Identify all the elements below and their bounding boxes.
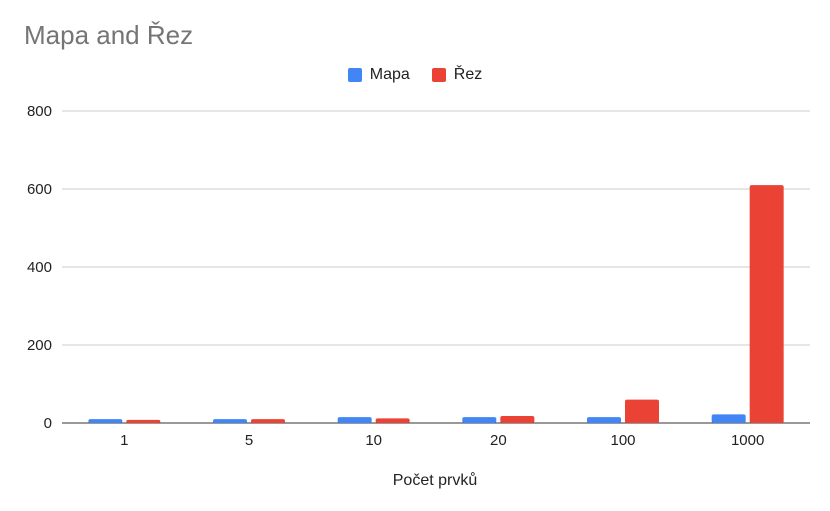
y-tick-label: 600: [27, 181, 52, 198]
legend-label-rez: Řez: [453, 66, 483, 83]
y-tick-label: 400: [27, 259, 52, 276]
legend-item-mapa[interactable]: Mapa: [347, 66, 410, 84]
x-tick-label: 100: [610, 432, 635, 449]
bar-rez-100: [625, 399, 659, 423]
bar-rez-1: [126, 419, 161, 423]
bar-rez-10: [375, 418, 410, 423]
bar-mapa-1: [88, 419, 123, 423]
legend-label-mapa: Mapa: [369, 66, 410, 83]
x-tick-label: 1: [120, 432, 128, 449]
x-tick-label: 1000: [731, 432, 764, 449]
bar-mapa-10: [337, 417, 372, 423]
chart-title: Mapa and Řez: [24, 20, 194, 50]
x-axis-label: Počet prvků: [392, 472, 478, 489]
y-tick-label: 800: [27, 103, 52, 120]
y-tick-label: 0: [44, 415, 52, 432]
legend-swatch-mapa: [347, 68, 362, 82]
bar-rez-5: [251, 419, 285, 423]
bar-mapa-100: [587, 417, 621, 423]
x-tick-label: 5: [245, 432, 253, 449]
bar-mapa-20: [462, 417, 497, 423]
legend: Mapa Řez: [0, 66, 830, 84]
legend-item-rez[interactable]: Řez: [431, 66, 483, 84]
bar-mapa-5: [213, 419, 247, 423]
y-tick-label: 200: [27, 337, 52, 354]
bar-mapa-1000: [711, 414, 746, 423]
bar-rez-20: [500, 415, 535, 423]
bar-rez-1000: [749, 185, 784, 423]
legend-swatch-rez: [431, 68, 446, 82]
x-tick-label: 10: [365, 432, 382, 449]
x-tick-label: 20: [490, 432, 507, 449]
